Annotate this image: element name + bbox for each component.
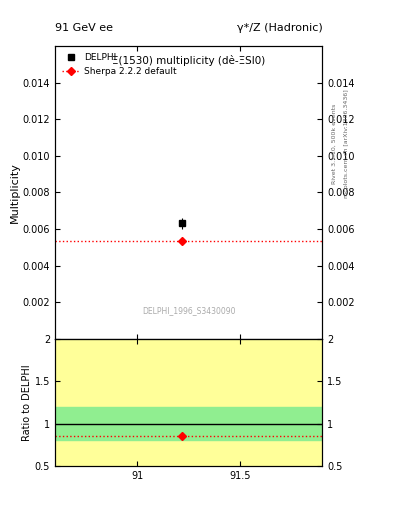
Text: γ*/Z (Hadronic): γ*/Z (Hadronic) [237, 23, 322, 33]
Bar [55, 407, 322, 440]
Text: DELPHI_1996_S3430090: DELPHI_1996_S3430090 [142, 306, 235, 315]
Bar [55, 339, 322, 466]
Y-axis label: Multiplicity: Multiplicity [10, 162, 20, 223]
Text: Rivet 3.1.10, 500k events: Rivet 3.1.10, 500k events [332, 103, 337, 183]
Y-axis label: Ratio to DELPHI: Ratio to DELPHI [22, 364, 32, 441]
Text: 91 GeV ee: 91 GeV ee [55, 23, 113, 33]
Text: mcplots.cern.ch [arXiv:1306.3436]: mcplots.cern.ch [arXiv:1306.3436] [344, 89, 349, 198]
Text: Ξ(1530) multiplicity (dè-ΞSI0): Ξ(1530) multiplicity (dè-ΞSI0) [112, 55, 265, 66]
Legend: DELPHI, Sherpa 2.2.2 default: DELPHI, Sherpa 2.2.2 default [59, 51, 179, 78]
